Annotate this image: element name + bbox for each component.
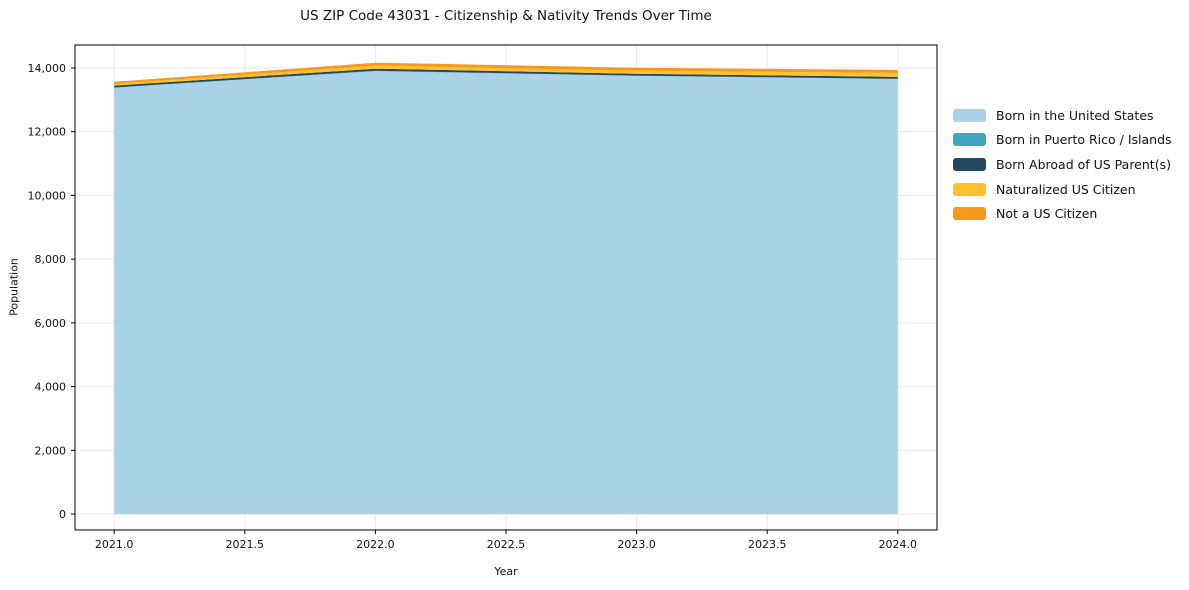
legend-item-born-abroad-of-us-parent-s: Born Abroad of US Parent(s) bbox=[953, 152, 1172, 177]
legend-swatch-icon bbox=[953, 207, 986, 221]
y-axis-label: Population bbox=[7, 258, 21, 316]
legend-item-born-in-puerto-rico-islands: Born in Puerto Rico / Islands bbox=[953, 128, 1172, 153]
legend-item-born-in-the-united-states: Born in the United States bbox=[953, 103, 1172, 128]
y-tick-label: 10,000 bbox=[28, 189, 67, 202]
y-tick-label: 14,000 bbox=[28, 62, 67, 75]
x-tick-label: 2021.0 bbox=[95, 538, 134, 551]
area-born-in-the-united-states bbox=[114, 71, 898, 515]
y-tick-label: 0 bbox=[59, 508, 66, 521]
x-tick-label: 2021.5 bbox=[226, 538, 265, 551]
y-tick-label: 8,000 bbox=[35, 253, 67, 266]
x-tick-label: 2022.5 bbox=[487, 538, 526, 551]
legend-swatch-icon bbox=[953, 157, 986, 171]
legend-label: Born in the United States bbox=[996, 107, 1154, 123]
area-naturalized-us-citizen bbox=[114, 65, 898, 86]
y-tick-label: 12,000 bbox=[28, 126, 67, 139]
legend-label: Born Abroad of US Parent(s) bbox=[996, 156, 1171, 172]
x-tick-label: 2023.5 bbox=[748, 538, 787, 551]
area-born-in-puerto-rico-islands bbox=[114, 70, 898, 88]
legend-swatch-icon bbox=[953, 182, 986, 196]
y-tick-label: 6,000 bbox=[35, 317, 67, 330]
legend-swatch-icon bbox=[953, 133, 986, 147]
x-tick-label: 2024.0 bbox=[879, 538, 918, 551]
legend-label: Born in Puerto Rico / Islands bbox=[996, 132, 1172, 148]
legend-label: Not a US Citizen bbox=[996, 206, 1098, 222]
legend-item-naturalized-us-citizen: Naturalized US Citizen bbox=[953, 177, 1172, 202]
legend-swatch-icon bbox=[953, 108, 986, 122]
area-not-a-us-citizen bbox=[114, 62, 898, 84]
legend-item-not-a-us-citizen: Not a US Citizen bbox=[953, 201, 1172, 226]
legend: Born in the United States Born in Puerto … bbox=[953, 103, 1172, 226]
y-tick-label: 4,000 bbox=[35, 381, 67, 394]
chart-title: US ZIP Code 43031 - Citizenship & Nativi… bbox=[300, 8, 712, 24]
x-axis-label: Year bbox=[494, 565, 518, 578]
y-tick-label: 2,000 bbox=[35, 444, 67, 457]
x-tick-label: 2023.0 bbox=[617, 538, 656, 551]
x-tick-label: 2022.0 bbox=[356, 538, 395, 551]
area-born-abroad-of-us-parent-s bbox=[114, 68, 898, 88]
legend-label: Naturalized US Citizen bbox=[996, 181, 1136, 197]
